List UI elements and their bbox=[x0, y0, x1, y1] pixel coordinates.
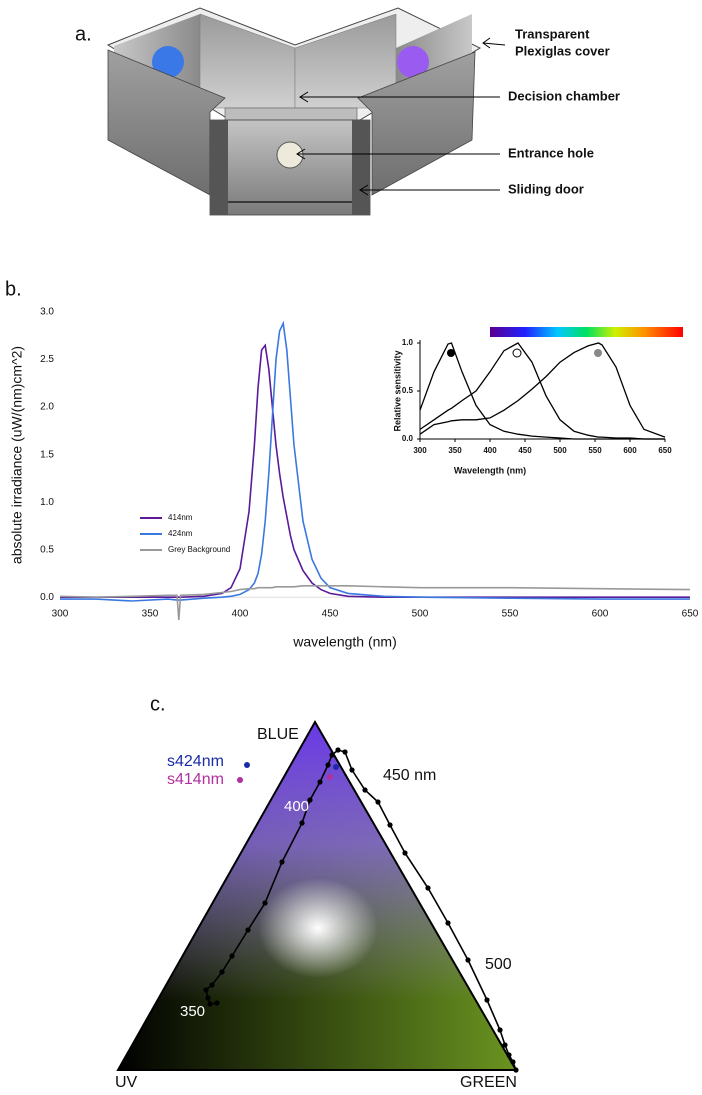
x-axis-label: Wavelength (nm) bbox=[454, 465, 526, 475]
vertex-label: UV bbox=[115, 1074, 138, 1091]
series-line bbox=[60, 343, 690, 598]
panel-label: c. bbox=[150, 693, 166, 715]
series-line bbox=[419, 342, 666, 438]
wavelength-label: 500 bbox=[485, 956, 512, 973]
locus-point bbox=[502, 1042, 508, 1048]
photoreceptor-marker bbox=[512, 348, 522, 358]
locus-point bbox=[205, 995, 211, 1001]
locus-point bbox=[349, 767, 355, 773]
locus-point bbox=[203, 987, 209, 993]
apparatus-drawing bbox=[106, 7, 506, 216]
series-line bbox=[60, 320, 690, 602]
sample-label: s424nm bbox=[167, 753, 224, 770]
y-tick-label: 1.0 bbox=[402, 338, 414, 347]
panel-label: a. bbox=[75, 23, 92, 45]
x-tick-label: 550 bbox=[502, 609, 519, 620]
x-tick-label: 400 bbox=[232, 609, 249, 620]
locus-point bbox=[307, 797, 313, 803]
wavelength-label: 350 bbox=[180, 1003, 205, 1020]
x-tick-label: 300 bbox=[52, 609, 69, 620]
x-tick-label: 300 bbox=[413, 446, 427, 455]
locus-point bbox=[299, 820, 305, 826]
locus-point bbox=[207, 1001, 213, 1007]
locus-point bbox=[342, 749, 348, 755]
callout: Sliding door bbox=[508, 181, 584, 196]
locus-point bbox=[513, 1067, 519, 1073]
callout: Decision chamber bbox=[508, 88, 620, 103]
locus-point bbox=[335, 747, 341, 753]
locus-point bbox=[465, 957, 471, 963]
callout: Transparent bbox=[515, 26, 590, 41]
x-tick-label: 650 bbox=[682, 609, 699, 620]
wavelength-label: 400 bbox=[284, 798, 309, 815]
x-tick-label: 550 bbox=[588, 446, 602, 455]
x-tick-label: 400 bbox=[483, 446, 497, 455]
locus-point bbox=[317, 779, 323, 785]
legend-label: Grey Background bbox=[168, 545, 230, 554]
locus-point bbox=[279, 859, 285, 865]
sample-label: s414nm bbox=[167, 771, 224, 788]
wavelength-label: 450 nm bbox=[383, 767, 436, 784]
locus-point bbox=[484, 997, 490, 1003]
locus-point bbox=[325, 762, 331, 768]
y-tick-label: 1.0 bbox=[40, 497, 54, 508]
y-tick-label: 2.0 bbox=[40, 402, 54, 413]
vertex-label: GREEN bbox=[460, 1074, 517, 1091]
locus-point bbox=[219, 969, 225, 975]
charts: 0.0 0.5 1.0 1.5 2.0 2.5 3.0 300 350 400 450 500 550 6… bbox=[9, 307, 699, 650]
locus-point bbox=[262, 900, 268, 906]
y-axis-label: Relative sensitivity bbox=[392, 350, 402, 431]
color-triangle bbox=[116, 719, 519, 1073]
locus-point bbox=[375, 799, 381, 805]
x-tick-label: 600 bbox=[623, 446, 637, 455]
series-line bbox=[59, 585, 691, 621]
y-tick-label: 0.0 bbox=[402, 434, 414, 443]
locus-point bbox=[506, 1052, 512, 1058]
x-tick-label: 500 bbox=[553, 446, 567, 455]
x-tick-label: 500 bbox=[412, 609, 429, 620]
locus-point bbox=[214, 1000, 220, 1006]
locus-point bbox=[425, 885, 431, 891]
callout: Entrance hole bbox=[508, 145, 594, 160]
y-tick-label: 0.5 bbox=[402, 386, 414, 395]
y-axis-label: absolute irradiance (uW/(nm)cm^2) bbox=[9, 346, 25, 564]
x-tick-label: 450 bbox=[322, 609, 339, 620]
locus-point bbox=[510, 1059, 516, 1065]
locus-point bbox=[497, 1027, 503, 1033]
legend-label: 414nm bbox=[168, 513, 193, 522]
panel-label: b. bbox=[5, 278, 22, 300]
locus-point bbox=[445, 920, 451, 926]
y-tick-label: 1.5 bbox=[40, 449, 54, 460]
y-tick-label: 3.0 bbox=[40, 307, 54, 318]
y-tick-label: 2.5 bbox=[40, 354, 54, 365]
locus-point bbox=[387, 822, 393, 828]
locus-point bbox=[229, 953, 235, 959]
x-axis-label: wavelength (nm) bbox=[292, 634, 397, 650]
y-tick-label: 0.0 bbox=[40, 592, 54, 603]
series-line bbox=[419, 342, 665, 440]
locus-point bbox=[245, 927, 251, 933]
callout: Plexiglas cover bbox=[515, 43, 610, 58]
locus-point bbox=[402, 850, 408, 856]
x-tick-label: 350 bbox=[448, 446, 462, 455]
legend-label: 424nm bbox=[168, 529, 193, 538]
series-line bbox=[419, 342, 665, 440]
vertex-label: BLUE bbox=[257, 726, 299, 743]
y-tick-label: 0.5 bbox=[40, 544, 54, 555]
x-tick-label: 350 bbox=[142, 609, 159, 620]
photoreceptor-marker bbox=[447, 349, 455, 357]
locus-point bbox=[329, 752, 335, 758]
x-tick-label: 650 bbox=[658, 446, 672, 455]
locus-point bbox=[209, 982, 215, 988]
x-tick-label: 450 bbox=[518, 446, 532, 455]
x-tick-label: 600 bbox=[592, 609, 609, 620]
spectrum-bar bbox=[490, 327, 683, 337]
locus-point bbox=[362, 787, 368, 793]
photoreceptor-marker bbox=[594, 349, 602, 357]
